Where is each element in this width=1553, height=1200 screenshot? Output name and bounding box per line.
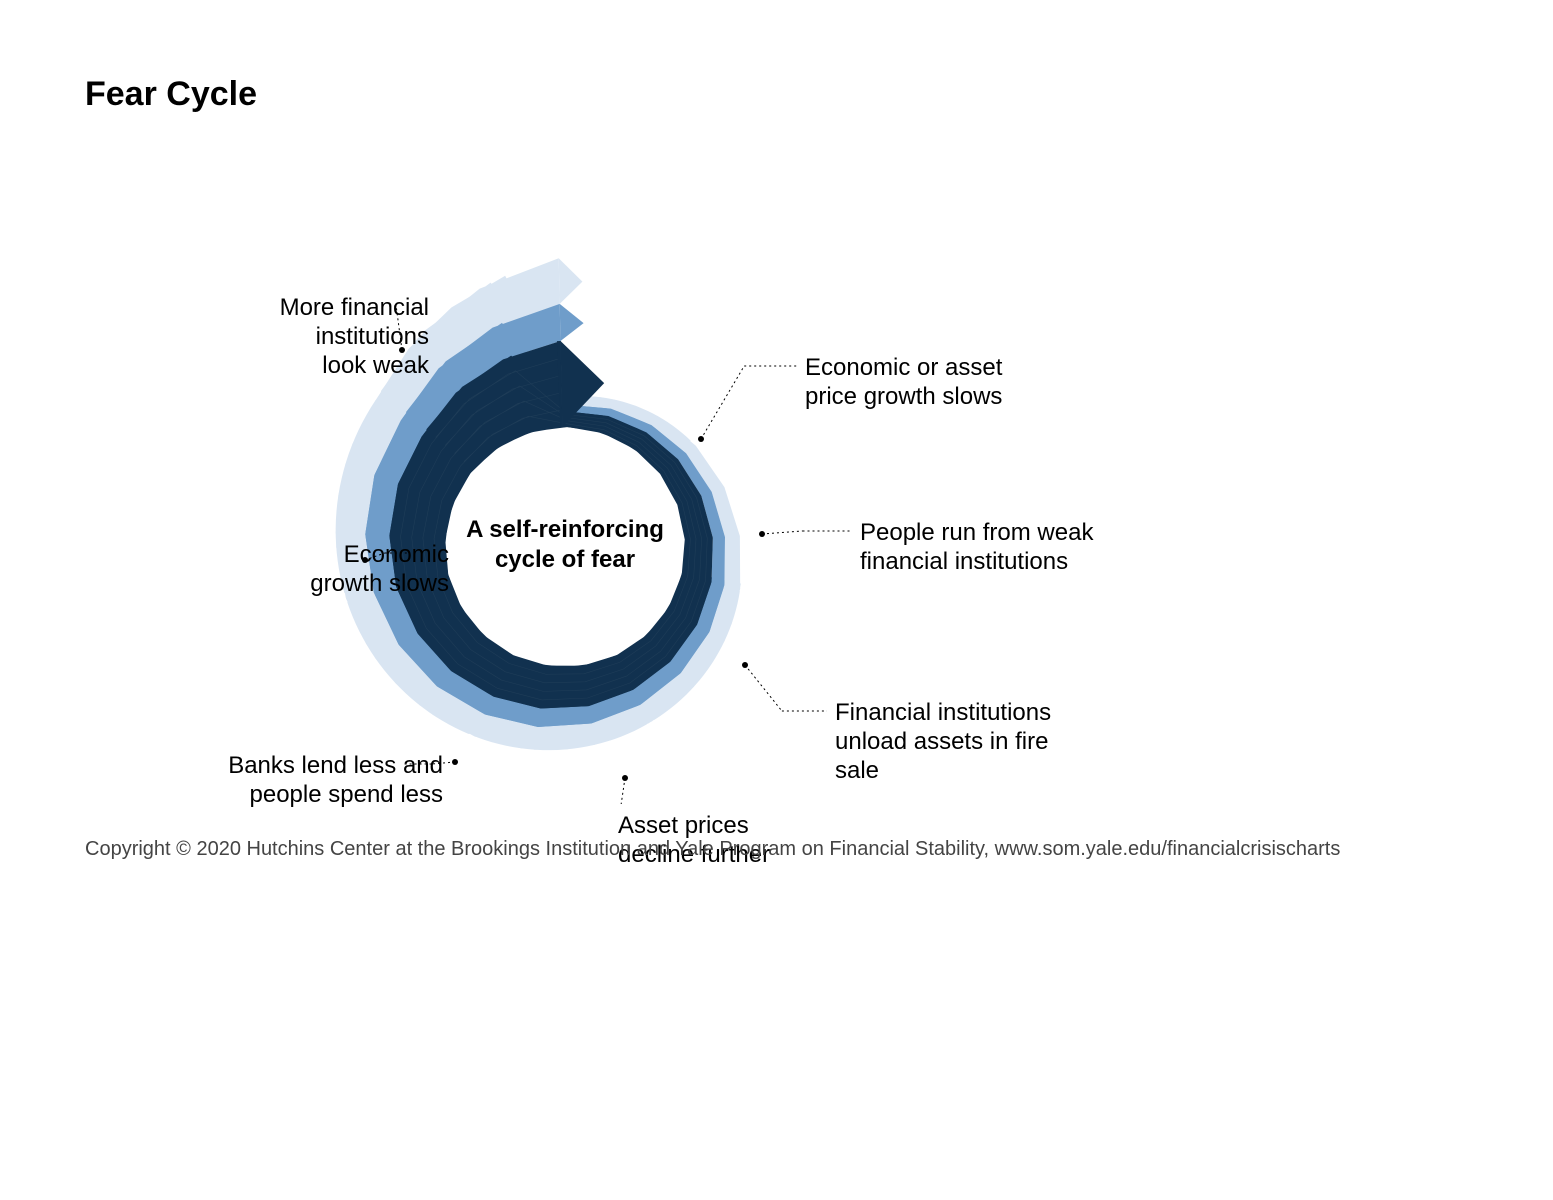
stage-label-growth_slows: Economic or assetprice growth slows [805,354,1065,412]
page-title: Fear Cycle [85,75,1485,114]
stage-label-more_weak: More financialinstitutionslook weak [169,294,429,380]
stage-label-fire_sale: Financial institutionsunload assets in f… [835,699,1095,785]
center-label: A self-reinforcing cycle of fear [455,515,675,575]
stage-label-banks_lend: Banks lend less andpeople spend less [183,752,443,810]
copyright-text: Copyright © 2020 Hutchins Center at the … [85,838,1340,861]
cycle-diagram: Economic or assetprice growth slowsPeopl… [105,164,1105,804]
stage-label-people_run: People run from weakfinancial institutio… [860,519,1120,577]
stage-label-econ_slows: Economicgrowth slows [189,541,449,599]
